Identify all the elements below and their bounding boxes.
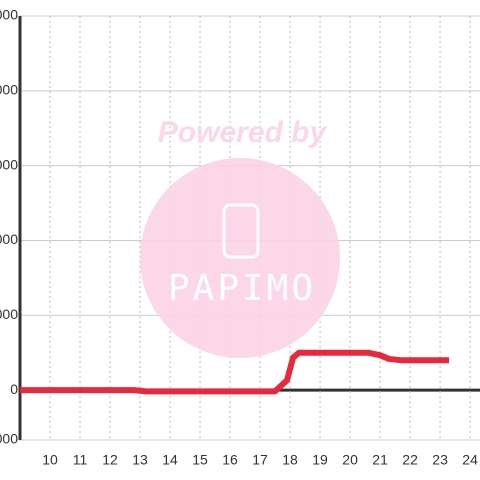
y-tick-label: 30,000 [0,306,18,322]
x-tick-label: 22 [402,452,418,468]
x-tick-label: 24 [462,452,478,468]
x-tick-label: 20 [342,452,358,468]
x-tick-label: 13 [132,452,148,468]
x-tick-label: 12 [102,452,118,468]
x-tick-label: 23 [432,452,448,468]
y-tick-label: 150,000 [0,7,18,23]
x-tick-label: 19 [312,452,328,468]
x-tick-label: 18 [282,452,298,468]
y-tick-label: -20,000 [0,431,18,447]
y-tick-label: 90,000 [0,156,18,172]
watermark-text: PAPIMO [168,268,316,309]
x-tick-label: 16 [222,452,238,468]
y-tick-label: 0 [10,381,18,397]
x-tick-label: 17 [252,452,268,468]
x-tick-label: 11 [73,452,88,468]
watermark: Powered by PAPIMO [140,116,340,358]
x-tick-label: 14 [162,452,178,468]
watermark-text: Powered by [158,116,328,149]
line-series [20,349,450,395]
watermark-icon [222,203,260,259]
y-tick-label: 120,000 [0,82,18,98]
x-tick-label: 10 [42,452,58,468]
y-tick-label: 60,000 [0,231,18,247]
x-tick-label: 15 [192,452,208,468]
x-tick-label: 21 [372,452,388,468]
